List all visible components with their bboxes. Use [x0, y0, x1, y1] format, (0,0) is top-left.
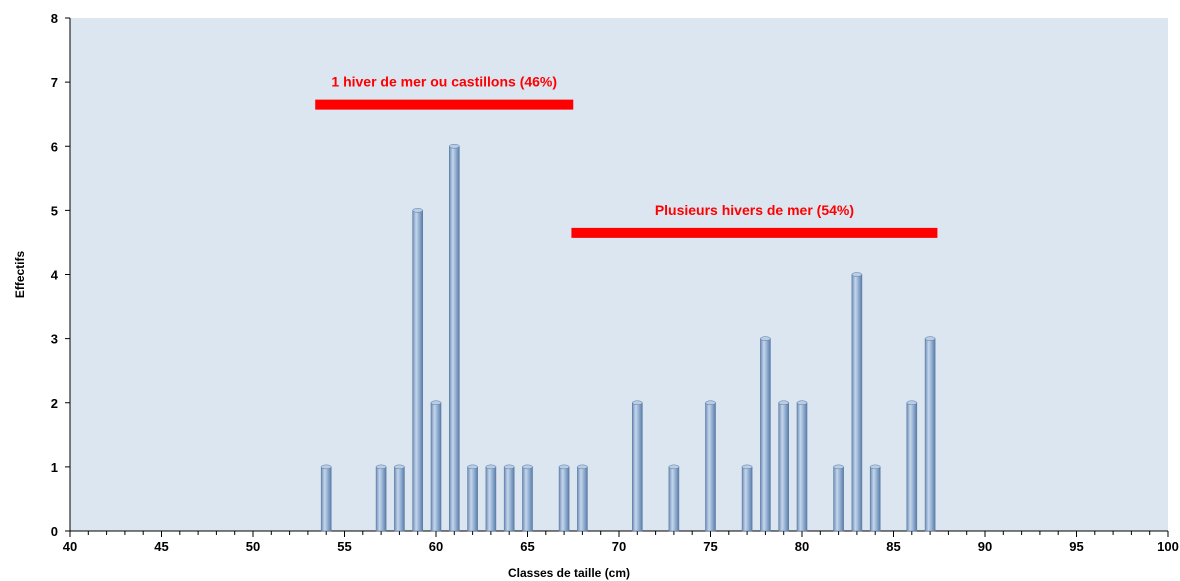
bar: [796, 402, 808, 532]
bar: [869, 466, 881, 532]
x-tick-label: 85: [886, 539, 900, 554]
y-tick-label: 3: [51, 332, 58, 347]
bar: [375, 466, 387, 532]
x-tick-label: 55: [337, 539, 351, 554]
y-tick-label: 5: [51, 203, 58, 218]
bar: [851, 274, 863, 532]
bar-top: [558, 464, 570, 470]
x-axis: 40 45 50 55 60 65 70 75 80 85 90 95 100: [63, 530, 1179, 554]
bar-top: [503, 464, 515, 470]
bar: [705, 402, 716, 532]
bar-top: [467, 464, 478, 470]
x-tick-label: 60: [429, 539, 443, 554]
x-tick-label: 90: [978, 539, 992, 554]
x-tick-label: 70: [612, 539, 626, 554]
bar: [394, 466, 405, 532]
bar: [430, 402, 442, 532]
bar: [668, 466, 680, 532]
bar: [412, 210, 424, 532]
bar: [906, 402, 918, 532]
y-tick-label: 4: [51, 268, 59, 283]
x-tick-label: 75: [703, 539, 717, 554]
bar-top: [760, 336, 771, 341]
plot-area: [70, 18, 1168, 531]
bar-top: [851, 272, 863, 277]
bar-top: [430, 400, 442, 405]
bar: [577, 466, 588, 532]
bar-top: [632, 400, 643, 405]
x-tick-label: 65: [520, 539, 534, 554]
bar-top: [705, 400, 716, 405]
x-tick-label: 50: [246, 539, 260, 554]
annotation-label: Plusieurs hivers de mer (54%): [655, 202, 854, 218]
y-tick-label: 1: [51, 460, 58, 475]
bar-top: [796, 400, 808, 405]
annotations: 1 hiver de mer ou castillons (46%) Plusie…: [315, 74, 938, 238]
x-tick-label: 100: [1157, 539, 1179, 554]
bar: [778, 402, 790, 532]
bar-top: [833, 464, 844, 470]
y-tick-label: 7: [51, 75, 58, 90]
bar: [631, 402, 643, 532]
bars: [320, 144, 936, 532]
y-tick-label: 6: [51, 139, 58, 154]
bar: [833, 466, 844, 532]
bar: [522, 466, 533, 532]
bar-top: [320, 464, 332, 470]
bar-top: [522, 464, 533, 470]
bar-top: [668, 464, 680, 470]
bar-top: [924, 336, 936, 341]
y-axis-title: Effectifs: [13, 251, 27, 299]
x-tick-label: 45: [154, 539, 168, 554]
bar-top: [778, 400, 789, 405]
bar-top: [869, 464, 881, 470]
x-axis-title: Classes de taille (cm): [508, 566, 630, 580]
x-tick-label: 40: [63, 539, 77, 554]
bar-top: [741, 464, 753, 470]
bar-top: [449, 144, 460, 149]
x-tick-label: 95: [1069, 539, 1083, 554]
bar: [448, 145, 460, 532]
x-tick-label: 80: [795, 539, 809, 554]
bar: [485, 466, 497, 532]
bar: [760, 338, 771, 532]
bar: [741, 466, 753, 532]
annotation-label: 1 hiver de mer ou castillons (46%): [331, 74, 557, 90]
bar: [558, 466, 570, 532]
bar: [320, 466, 332, 532]
bar-top: [577, 464, 588, 470]
bar: [503, 466, 515, 532]
y-tick-label: 0: [51, 524, 58, 539]
y-tick-label: 2: [51, 396, 58, 411]
y-tick-label: 8: [51, 11, 58, 26]
y-axis: 0 1 2 3 4 5 6 7 8: [51, 11, 71, 539]
bar: [924, 338, 936, 532]
bar-top: [375, 464, 387, 470]
bar: [467, 466, 478, 532]
bar-top: [485, 464, 497, 470]
bar-top: [412, 208, 423, 213]
bar-top: [394, 464, 405, 470]
bar-top: [906, 400, 918, 405]
